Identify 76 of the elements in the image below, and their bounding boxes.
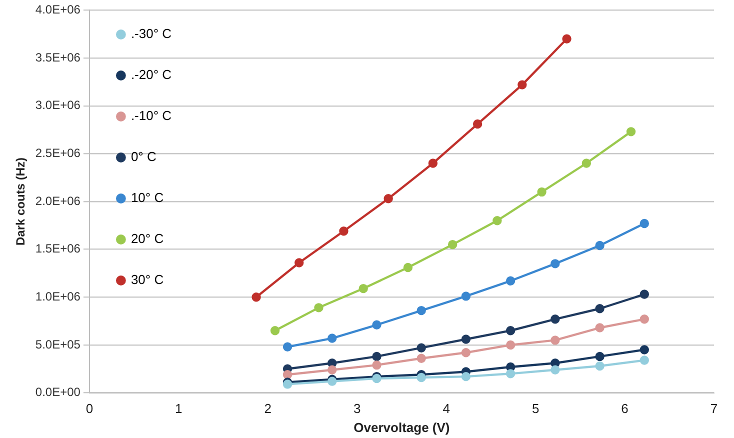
point [562, 34, 572, 44]
point [416, 372, 426, 382]
point [550, 314, 560, 324]
point [282, 342, 292, 352]
y-axis-title: Dark couts (Hz) [14, 157, 28, 246]
x-axis-title: Overvoltage (V) [354, 420, 450, 435]
point [492, 216, 502, 226]
y-tick-label: 1.0E+06 [35, 289, 81, 304]
point [595, 240, 604, 250]
legend-label: 0° C [130, 149, 156, 164]
legend-label: .-20° C [130, 67, 172, 82]
point [472, 119, 482, 129]
point [506, 326, 516, 336]
point [428, 158, 438, 168]
point [416, 343, 426, 352]
point [550, 336, 560, 345]
point [506, 276, 516, 286]
y-tick-label: 2.0E+06 [35, 194, 81, 208]
y-tick-label: 3.0E+06 [35, 98, 81, 112]
point [640, 356, 650, 365]
point [595, 361, 604, 371]
point [640, 218, 650, 228]
x-tick-label: 1 [175, 401, 182, 416]
x-tick-label: 6 [621, 401, 628, 416]
point [461, 292, 471, 301]
point [372, 320, 382, 330]
point [403, 262, 413, 272]
point [252, 292, 261, 302]
x-tick-label: 2 [264, 401, 272, 416]
point [270, 326, 280, 336]
y-tick-label: 1.5E+06 [35, 242, 81, 256]
legend-label: 20° C [130, 231, 164, 246]
point [416, 354, 426, 363]
point [506, 369, 516, 378]
point [461, 348, 471, 358]
y-tick-label: 2.5E+06 [35, 146, 81, 160]
legend-label: .-30° C [130, 26, 172, 42]
point [595, 323, 604, 332]
point [626, 127, 636, 136]
point [582, 158, 592, 168]
point [282, 370, 292, 380]
point [595, 352, 604, 362]
x-tick-label: 4 [442, 401, 450, 416]
legend-label: 10° C [130, 190, 164, 206]
point [328, 365, 337, 374]
y-tick-label: 3.5E+06 [35, 50, 81, 64]
point [537, 187, 546, 197]
y-tick-label: 4.0E+06 [35, 2, 81, 17]
point [416, 306, 426, 316]
point [595, 304, 604, 314]
point [448, 240, 458, 250]
point [518, 80, 527, 90]
point [461, 334, 471, 344]
point [294, 258, 304, 268]
point [506, 340, 516, 350]
point [372, 352, 382, 362]
point [550, 365, 560, 374]
point [640, 345, 650, 354]
point [461, 372, 471, 382]
x-tick-label: 0 [86, 401, 94, 416]
point [328, 334, 337, 343]
point [640, 314, 650, 324]
point [339, 226, 348, 236]
point [372, 360, 382, 370]
legend-label: 30° C [130, 272, 164, 288]
y-tick-label: 5.0E+05 [35, 337, 81, 352]
point [550, 259, 560, 268]
point [358, 284, 368, 294]
x-tick-label: 7 [710, 401, 718, 416]
y-tick-label: 0.0E+00 [35, 385, 81, 400]
point [640, 290, 650, 299]
legend-label: .-10° C [130, 108, 172, 124]
x-tick-label: 5 [532, 401, 540, 416]
x-tick-label: 3 [353, 401, 361, 416]
point [314, 303, 324, 312]
point [384, 194, 393, 204]
